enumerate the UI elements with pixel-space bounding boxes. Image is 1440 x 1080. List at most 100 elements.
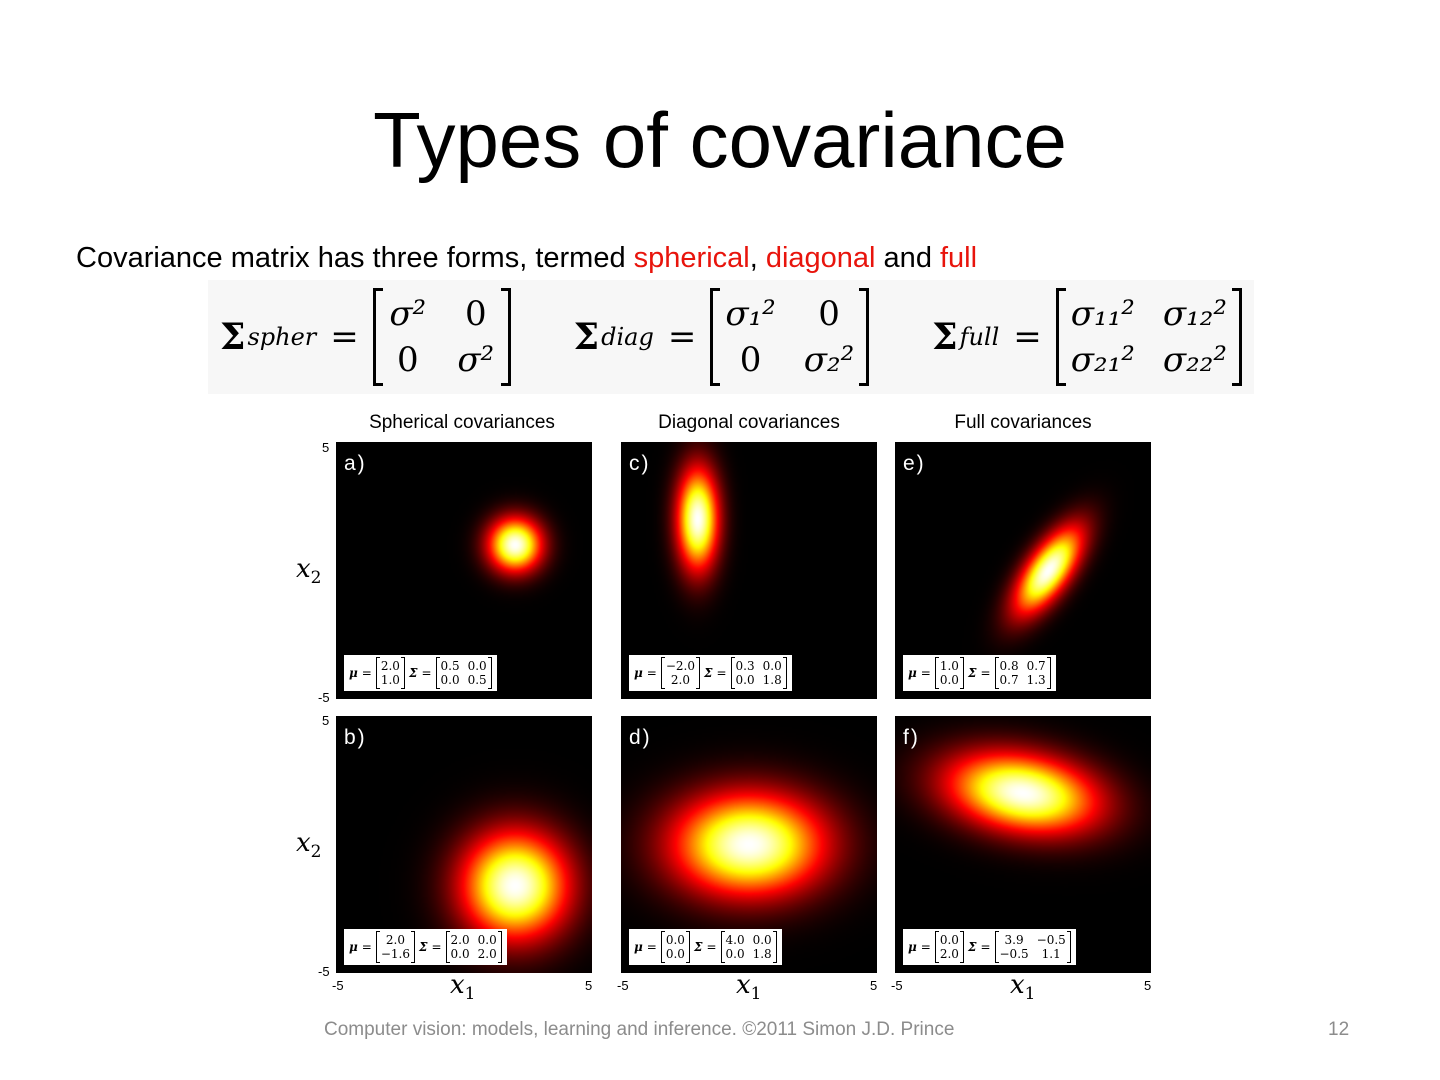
- equals-sign: =: [361, 666, 372, 680]
- mean-value: −2.0: [665, 659, 695, 673]
- mean-value: 0.0: [665, 947, 685, 961]
- gaussian-figure: Spherical covariances Diagonal covarianc…: [290, 404, 1164, 1004]
- sigma-symbol: Σ: [932, 316, 958, 358]
- x-axis-var: x: [1010, 970, 1025, 1000]
- sigma-symbol: Σ: [408, 666, 418, 680]
- sigma-symbol: Σ: [573, 316, 600, 358]
- matrix-cell: σ₁₁²: [1070, 294, 1135, 334]
- y-axis-var: x: [296, 828, 311, 858]
- matrix-cell: 0: [396, 340, 419, 380]
- covariance-value: 0.0: [477, 933, 497, 947]
- matrix-diagonal: σ₁² 0 0 σ₂²: [710, 288, 870, 386]
- density-panel: e) μ = 1.0 0.0 Σ = 0.8 0.7 0.7 1.3: [895, 442, 1151, 699]
- column-title-diagonal: Diagonal covariances: [658, 412, 840, 433]
- panel-label: b): [344, 726, 367, 749]
- x-axis-label: x1: [736, 970, 762, 1004]
- x-tick-min: -5: [891, 978, 903, 993]
- equals-sign: =: [920, 940, 931, 954]
- covariance-value: 3.9: [1004, 933, 1024, 947]
- mean-value: 0.0: [665, 933, 685, 947]
- equation-subscript: spher: [247, 323, 317, 351]
- y-axis-label: x2: [296, 828, 322, 862]
- x-tick-max: 5: [585, 978, 593, 993]
- covariance-value: 0.0: [450, 947, 470, 961]
- equals-sign: =: [980, 940, 991, 954]
- panel-label: a): [344, 452, 367, 475]
- page-number: 12: [1328, 1019, 1350, 1040]
- equals-sign: =: [920, 666, 931, 680]
- sigma-symbol: Σ: [220, 316, 246, 358]
- covariance-matrix: 4.0 0.0 0.0 1.8: [720, 931, 777, 963]
- x-axis-sub: 1: [750, 984, 762, 1005]
- covariance-value: 0.0: [725, 947, 745, 961]
- equals-sign: =: [1013, 317, 1042, 357]
- mean-value: 0.0: [939, 933, 959, 947]
- y-tick-max: 5: [322, 713, 330, 728]
- mean-value: 2.0: [385, 933, 405, 947]
- density-panel: d) μ = 0.0 0.0 Σ = 4.0 0.0 0.0 1.8: [621, 716, 877, 973]
- x-axis-sub: 1: [464, 984, 476, 1005]
- mean-vector: 2.0 1.0: [375, 657, 406, 689]
- mean-value: 2.0: [670, 673, 690, 687]
- x-tick-min: -5: [332, 978, 344, 993]
- sigma-symbol: Σ: [704, 666, 713, 680]
- bullet-text: Covariance matrix has three forms, terme…: [76, 238, 977, 278]
- term-spherical: spherical: [633, 242, 750, 274]
- x-tick-max: 5: [870, 978, 878, 993]
- y-tick-max: 5: [322, 440, 330, 455]
- matrix-spherical: σ² 0 0 σ²: [372, 288, 511, 386]
- equals-sign: =: [361, 940, 372, 954]
- equals-sign: =: [421, 666, 432, 680]
- y-axis-sub: 2: [310, 842, 322, 863]
- sigma-symbol: Σ: [419, 940, 428, 954]
- mu-symbol: μ: [634, 666, 643, 680]
- x-tick-max: 5: [1144, 978, 1152, 993]
- covariance-value: 1.3: [1026, 673, 1046, 687]
- mean-vector: −2.0 2.0: [660, 657, 701, 689]
- covariance-value: 0.5: [467, 673, 487, 687]
- equals-sign: =: [667, 317, 697, 357]
- covariance-value: −0.5: [999, 947, 1029, 961]
- sigma-symbol: Σ: [693, 940, 703, 954]
- covariance-value: 0.0: [752, 933, 772, 947]
- equals-sign: =: [706, 940, 717, 954]
- mean-value: 0.0: [939, 673, 959, 687]
- bullet-sep-2: and: [875, 242, 940, 274]
- covariance-value: 0.7: [999, 673, 1019, 687]
- covariance-matrix: 0.5 0.0 0.0 0.5: [435, 657, 492, 689]
- matrix-cell: σ²: [457, 340, 495, 380]
- term-diagonal: diagonal: [765, 242, 876, 274]
- covariance-matrix: 2.0 0.0 0.0 2.0: [445, 931, 502, 963]
- covariance-value: 0.0: [467, 659, 487, 673]
- covariance-value: 2.0: [450, 933, 470, 947]
- panel-label: c): [629, 452, 651, 475]
- x-axis-var: x: [450, 970, 465, 1000]
- matrix-cell: σ₁₂²: [1162, 294, 1227, 334]
- footer-citation: Computer vision: models, learning and in…: [324, 1019, 955, 1040]
- covariance-value: −0.5: [1036, 933, 1066, 947]
- equation-subscript: full: [959, 323, 1000, 351]
- covariance-matrix: 3.9 −0.5 −0.5 1.1: [994, 931, 1072, 963]
- equation-subscript: diag: [601, 323, 654, 351]
- bullet-prefix: Covariance matrix has three forms, terme…: [76, 242, 634, 274]
- y-axis-label: x2: [296, 554, 322, 588]
- equals-sign: =: [431, 940, 442, 954]
- mean-value: −1.6: [380, 947, 410, 961]
- mu-symbol: μ: [908, 666, 917, 680]
- matrix-cell: σ²: [389, 294, 427, 334]
- x-axis-var: x: [736, 970, 751, 1000]
- mean-vector: 0.0 0.0: [660, 931, 691, 963]
- sigma-symbol: Σ: [967, 666, 977, 680]
- equals-sign: =: [330, 317, 359, 357]
- equals-sign: =: [646, 940, 657, 954]
- equals-sign: =: [646, 666, 657, 680]
- mean-vector: 2.0 −1.6: [375, 931, 416, 963]
- density-panel: b) μ = 2.0 −1.6 Σ = 2.0 0.0 0.0 2.0: [336, 716, 592, 973]
- mu-symbol: μ: [908, 940, 917, 954]
- term-full: full: [940, 242, 978, 274]
- matrix-cell: 0: [464, 294, 487, 334]
